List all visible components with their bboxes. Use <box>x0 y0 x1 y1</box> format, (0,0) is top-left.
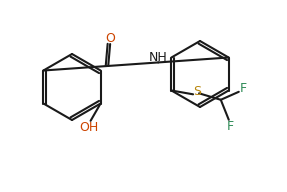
Text: S: S <box>193 85 201 98</box>
Text: O: O <box>105 31 115 45</box>
Text: F: F <box>227 120 234 133</box>
Text: NH: NH <box>149 51 168 64</box>
Text: F: F <box>240 82 247 95</box>
Text: OH: OH <box>79 121 98 134</box>
